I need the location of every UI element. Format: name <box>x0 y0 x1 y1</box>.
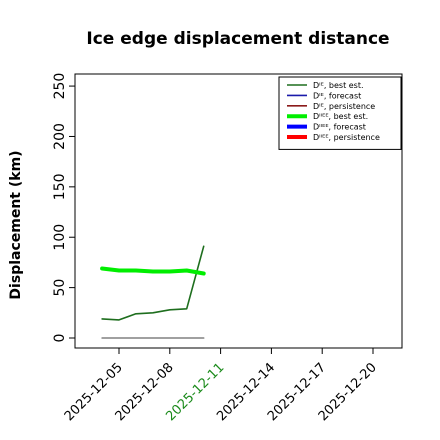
legend: Dᴵᴱ, best est.Dᴵᴱ, forecast Dᴵᴱ, persiste… <box>278 76 402 150</box>
series-line <box>101 245 205 321</box>
y-tick-label: 0 <box>52 334 68 343</box>
legend-entry: Dᴵᴱ, persistence <box>313 102 375 111</box>
legend-entry: Dᴵᴵᴱᴱ, persistence <box>313 133 380 142</box>
chart-title: Ice edge displacement distance <box>86 29 389 49</box>
y-tick-label: 150 <box>52 173 68 200</box>
y-tick-label: 250 <box>52 73 68 100</box>
y-tick-label: 100 <box>52 224 68 251</box>
series-layer <box>100 245 206 339</box>
legend-entry: Dᴵᴵᴱᴱ, forecast <box>313 123 366 132</box>
y-axis-label: Displacement (km) <box>8 150 24 299</box>
x-axis: 2025-12-052025-12-082025-12-112025-12-14… <box>62 348 380 424</box>
legend-entry: Dᴵᴵᴱᴱ, best est. <box>313 112 368 121</box>
y-tick-label: 200 <box>52 123 68 150</box>
y-axis: 0 50 100 150 200 250 <box>52 73 75 343</box>
plot-frame <box>74 73 403 349</box>
legend-entry: Dᴵᴱ, best est. <box>313 81 364 90</box>
legend-entry: Dᴵᴱ, forecast <box>313 91 361 100</box>
series-line <box>100 266 206 276</box>
y-tick-label: 50 <box>52 279 68 297</box>
